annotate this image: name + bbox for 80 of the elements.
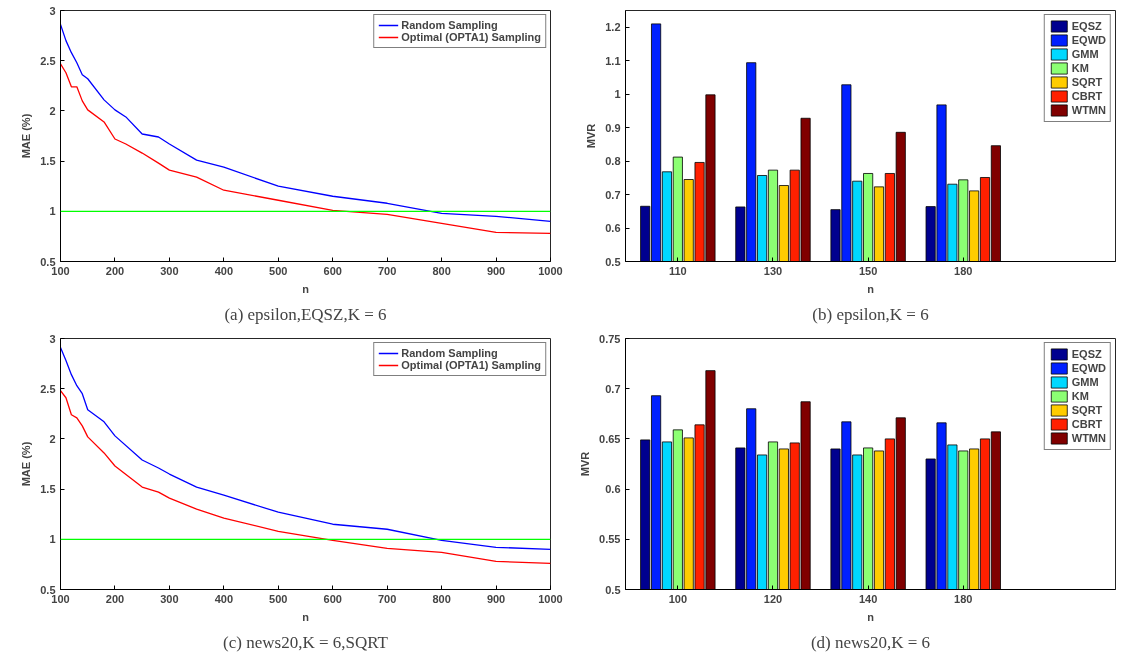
legend-label: KM — [1071, 62, 1090, 74]
y-tick-label: 1 — [614, 88, 621, 101]
y-tick-label: 1.1 — [605, 54, 621, 67]
legend-label: KM — [1071, 390, 1090, 402]
legend-label: EQSZ — [1071, 348, 1102, 360]
x-tick-label: 180 — [954, 264, 973, 277]
legend-label: EQWD — [1071, 34, 1106, 46]
y-tick-label: 0.5 — [605, 255, 621, 268]
x-tick-label: 150 — [858, 264, 878, 277]
y-axis-title: MAE (%) — [20, 113, 33, 159]
x-tick-label: 300 — [160, 592, 179, 605]
legend-label: Random Sampling — [401, 347, 498, 359]
y-tick-label: 2.5 — [40, 382, 56, 395]
x-axis-title: n — [867, 282, 875, 295]
legend-label: WTMN — [1071, 104, 1106, 116]
y-tick-label: 0.8 — [605, 155, 621, 168]
x-tick-label: 700 — [377, 592, 397, 605]
x-tick-label: 500 — [269, 264, 288, 277]
x-tick-label: 600 — [323, 592, 342, 605]
y-tick-label: 1.5 — [40, 155, 56, 168]
legend-label: EQSZ — [1071, 20, 1102, 32]
y-tick-label: 0.5 — [605, 583, 621, 596]
y-tick-label: 3 — [49, 4, 56, 17]
x-tick-label: 180 — [954, 592, 973, 605]
x-tick-label: 500 — [269, 592, 288, 605]
y-tick-label: 2 — [49, 432, 56, 445]
x-tick-label: 200 — [105, 264, 125, 277]
text: (b) epsilon,K = 6 — [812, 304, 929, 324]
legend-label: SQRT — [1071, 404, 1103, 416]
y-tick-label: 1 — [49, 205, 56, 218]
y-tick-label: 1.2 — [605, 21, 621, 34]
legend-label: CBRT — [1071, 90, 1103, 102]
y-tick-label: 2.5 — [40, 54, 56, 67]
legend-label: Random Sampling — [401, 19, 498, 31]
x-tick-label: 400 — [214, 264, 234, 277]
legend-label: EQWD — [1071, 362, 1106, 374]
y-tick-label: 0.6 — [605, 483, 621, 496]
y-tick-label: 0.7 — [605, 382, 621, 395]
legend-label: Optimal (OPTA1) Sampling — [401, 359, 541, 371]
text: (c) news20,K = 6,SQRT — [223, 632, 389, 652]
x-tick-label: 1000 — [538, 592, 563, 605]
x-tick-label: 800 — [432, 592, 451, 605]
legend-label: GMM — [1071, 48, 1099, 60]
x-tick-label: 120 — [763, 592, 783, 605]
x-tick-label: 100 — [668, 592, 688, 605]
y-tick-label: 0.6 — [605, 222, 621, 235]
y-tick-label: 3 — [49, 332, 56, 345]
y-tick-label: 0.65 — [599, 432, 621, 445]
legend-label: Optimal (OPTA1) Sampling — [401, 31, 541, 43]
x-tick-label: 1000 — [538, 264, 563, 277]
legend-label: GMM — [1071, 376, 1099, 388]
text: (d) news20,K = 6 — [810, 632, 931, 652]
x-tick-label: 140 — [858, 592, 878, 605]
legend-label: CBRT — [1071, 418, 1103, 430]
x-tick-label: 900 — [486, 264, 506, 277]
y-tick-label: 0.75 — [599, 332, 621, 345]
y-tick-label: 1.5 — [40, 483, 56, 496]
y-axis-title: MVR — [579, 451, 592, 477]
y-tick-label: 0.55 — [599, 533, 621, 546]
x-tick-label: 300 — [160, 264, 179, 277]
x-tick-label: 600 — [323, 264, 342, 277]
y-tick-label: 1 — [49, 533, 56, 546]
x-tick-label: 900 — [486, 592, 506, 605]
y-tick-label: 2 — [49, 104, 56, 117]
legend-label: SQRT — [1071, 76, 1103, 88]
x-axis-title: n — [867, 610, 875, 623]
x-axis-title: n — [302, 282, 310, 295]
x-tick-label: 130 — [763, 264, 783, 277]
x-tick-label: 700 — [377, 264, 397, 277]
x-axis-title: n — [302, 610, 310, 623]
y-axis-title: MVR — [585, 123, 598, 149]
x-tick-label: 800 — [432, 264, 451, 277]
y-tick-label: 0.9 — [605, 121, 621, 134]
legend-label: WTMN — [1071, 432, 1106, 444]
text: (a) epsilon,EQSZ,K = 6 — [224, 304, 387, 324]
x-tick-label: 200 — [105, 592, 125, 605]
x-tick-label: 400 — [214, 592, 234, 605]
y-tick-label: 0.7 — [605, 188, 621, 201]
y-axis-title: MAE (%) — [20, 441, 33, 487]
x-tick-label: 110 — [668, 264, 687, 277]
